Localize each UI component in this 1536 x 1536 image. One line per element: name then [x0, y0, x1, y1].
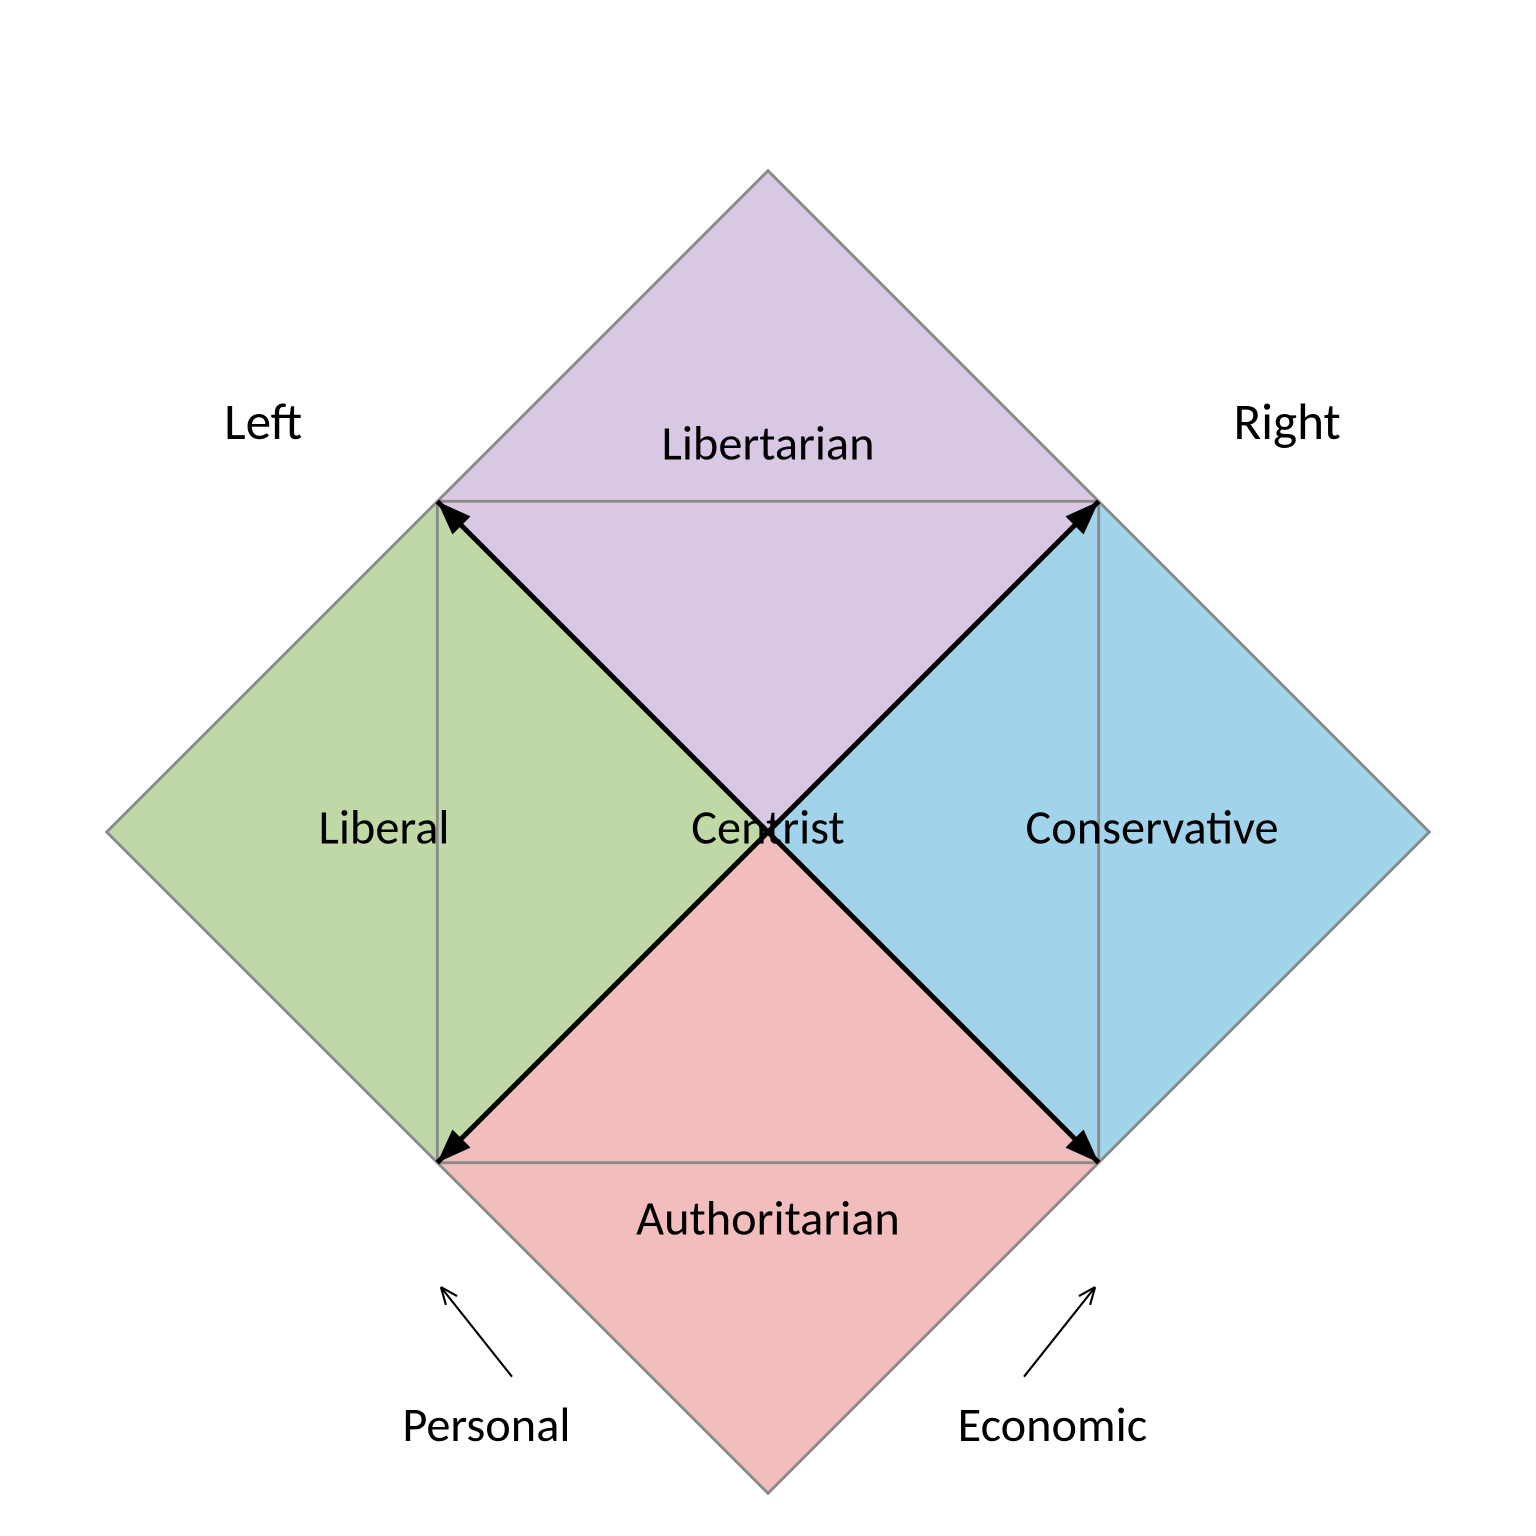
label-economic: Economic [958, 1395, 1148, 1454]
label-authoritarian: Authoritarian [636, 1189, 900, 1248]
label-conservative: Conservative [1025, 798, 1278, 857]
arrow-economic [1024, 1287, 1095, 1377]
label-left: Left [224, 390, 302, 453]
label-personal: Personal [402, 1395, 570, 1454]
label-liberal: Liberal [319, 798, 450, 857]
label-centrist: Centrist [691, 798, 844, 857]
label-libertarian: Libertarian [662, 414, 875, 473]
label-right: Right [1234, 390, 1341, 453]
nolan-chart-diagram: Libertarian Conservative Authoritarian Libe… [0, 0, 1536, 1536]
arrow-personal [441, 1287, 512, 1377]
